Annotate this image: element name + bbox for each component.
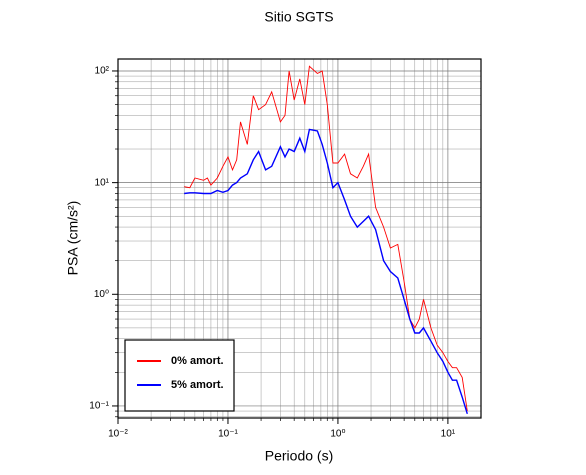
x-axis-label: Periodo (s)	[265, 448, 333, 464]
y-axis-label: PSA (cm/s²)	[65, 201, 81, 276]
x-tick-label: 10⁻²	[108, 429, 128, 440]
series-line	[184, 65, 468, 412]
series-line	[184, 128, 468, 415]
chart-title: Sitio SGTS	[264, 9, 333, 25]
legend-label: 0% amort.	[171, 355, 224, 367]
y-tick-label: 10⁰	[94, 289, 109, 300]
y-tick-label: 10²	[95, 66, 110, 77]
x-tick-label: 10⁰	[330, 429, 345, 440]
y-tick-label: 10⁻¹	[89, 401, 109, 412]
x-tick-label: 10¹	[441, 429, 456, 440]
plot-frame	[117, 58, 482, 419]
legend-box	[124, 339, 235, 412]
y-tick-label: 10¹	[95, 177, 110, 188]
x-tick-label: 10⁻¹	[218, 429, 238, 440]
legend-label: 5% amort.	[171, 379, 224, 391]
